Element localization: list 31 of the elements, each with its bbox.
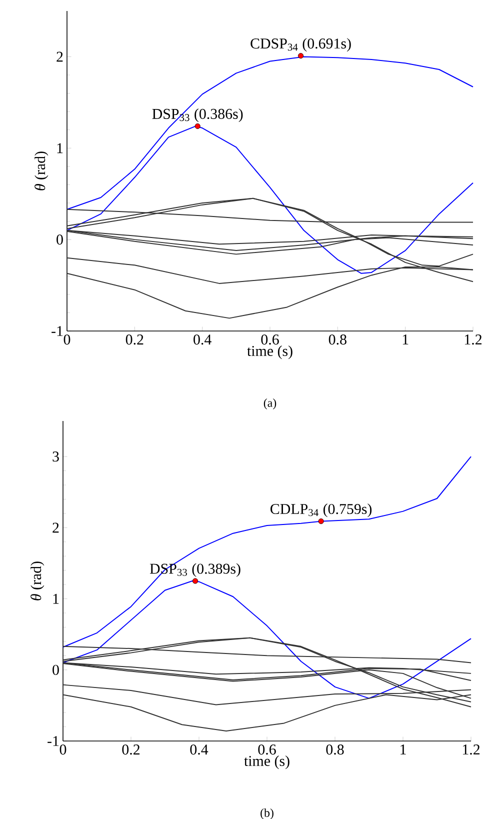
y-tick-label: 0 [52, 664, 59, 675]
annotation: DSP$_{33}$ (0.386s) [152, 108, 243, 122]
x-tick-label: 0.2 [126, 334, 144, 345]
y-tick-label: 2 [56, 52, 63, 62]
x-axis-title: time (s) [247, 346, 292, 360]
y-axis-title: θ (rad) [30, 562, 44, 600]
x-tick-label: 1.2 [462, 744, 480, 755]
y-tick-label: 1 [57, 143, 63, 154]
x-tick-label: 1 [400, 744, 406, 754]
text: (a) [264, 398, 276, 410]
annotation: CDSP$_{34}$ (0.691s) [250, 38, 351, 52]
y-tick-label: -1 [52, 326, 63, 336]
x-tick-label: 0.6 [258, 744, 276, 755]
x-tick-label: 0.6 [261, 334, 279, 345]
y-tick-label: 2 [52, 522, 59, 533]
y-tick-label: 1 [53, 594, 59, 604]
x-tick-label: 1.2 [464, 334, 482, 345]
y-axis-title: θ (rad) [34, 152, 48, 190]
y-tick-label: -1 [48, 736, 59, 746]
y-tick-label: 0 [56, 234, 63, 245]
x-tick-label: 0.4 [190, 744, 208, 755]
x-tick-label: 0.2 [122, 744, 140, 755]
x-tick-label: 1 [402, 334, 408, 344]
text: (b) [260, 808, 274, 819]
annotation: CDLP$_{34}$ (0.759s) [270, 504, 372, 518]
x-tick-label: 0 [64, 334, 70, 345]
x-axis-title: time (s) [244, 756, 290, 770]
x-tick-label: 0.8 [328, 334, 346, 345]
y-tick-label: 3 [52, 452, 59, 462]
x-tick-label: 0.4 [194, 334, 212, 345]
x-tick-label: 0.8 [326, 744, 344, 755]
